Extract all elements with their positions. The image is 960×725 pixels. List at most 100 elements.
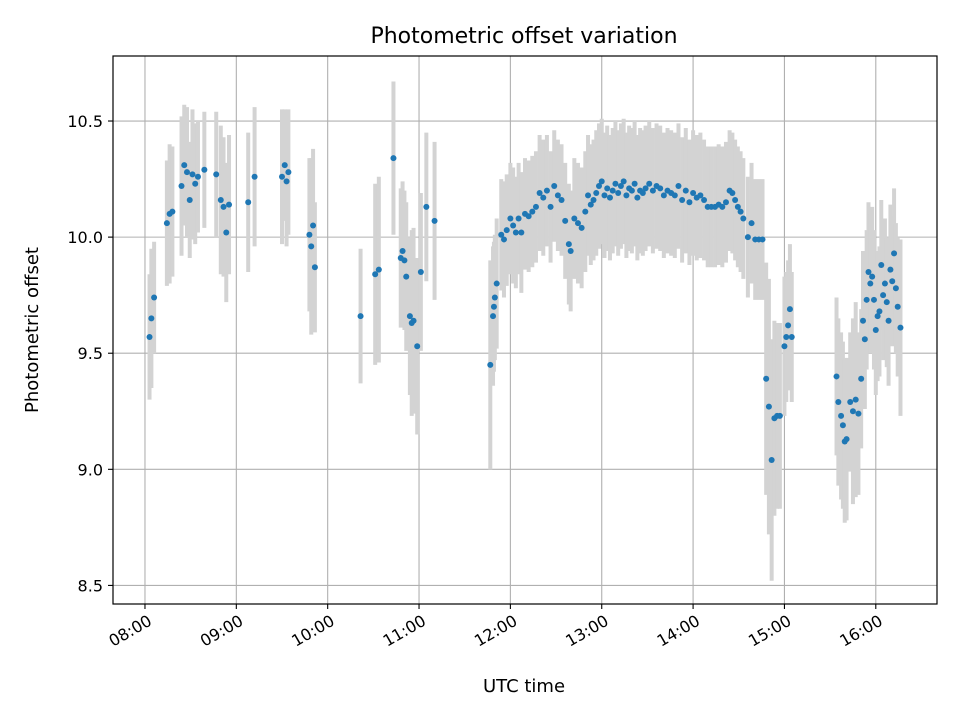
data-point [628, 187, 635, 194]
data-point [763, 375, 770, 382]
data-point [251, 173, 258, 180]
data-point [697, 192, 704, 199]
data-point [536, 190, 543, 196]
data-point [892, 285, 899, 292]
data-point [357, 313, 364, 320]
data-point [675, 183, 682, 190]
data-point [163, 220, 170, 227]
data-point [719, 203, 726, 210]
data-point [285, 169, 292, 176]
data-point [606, 194, 613, 201]
data-point [518, 229, 525, 236]
data-point [423, 203, 430, 210]
data-point [192, 180, 199, 187]
data-point [737, 208, 744, 215]
data-point [306, 231, 313, 238]
data-point [181, 162, 188, 169]
data-point [487, 361, 494, 368]
data-point [861, 336, 868, 343]
data-point [558, 196, 565, 203]
data-point [642, 185, 649, 192]
data-point [744, 234, 751, 241]
data-point [532, 203, 539, 210]
data-point [860, 317, 867, 324]
data-point [507, 215, 514, 222]
data-point [852, 396, 859, 403]
data-point [748, 220, 755, 227]
data-point [847, 398, 854, 405]
data-point [543, 187, 550, 194]
data-point [554, 192, 561, 199]
data-point [540, 194, 547, 201]
data-point [889, 278, 896, 285]
data-point [491, 294, 498, 301]
data-point [493, 280, 500, 287]
data-point [281, 162, 288, 169]
data-point [894, 303, 901, 310]
data-point [217, 196, 224, 203]
data-point [759, 236, 766, 243]
data-point [833, 373, 840, 380]
data-point [529, 208, 536, 215]
data-point [634, 194, 641, 201]
data-point [582, 208, 589, 215]
data-point [220, 203, 227, 210]
data-point [401, 257, 408, 264]
data-point [390, 155, 397, 162]
data-point [679, 196, 686, 203]
data-point [595, 183, 602, 190]
data-point [194, 173, 201, 180]
data-point [690, 190, 697, 196]
chart-title: Photometric offset variation [370, 24, 677, 49]
data-point [500, 236, 507, 243]
data-point [146, 333, 153, 340]
data-point [682, 187, 689, 194]
data-point [855, 410, 862, 417]
data-point [734, 203, 741, 210]
data-point [512, 229, 519, 236]
data-point [414, 343, 421, 350]
data-point [615, 190, 622, 196]
x-axis-label: UTC time [483, 676, 565, 697]
data-point [562, 217, 569, 224]
data-point [788, 333, 795, 340]
data-point [590, 196, 597, 203]
data-point [867, 280, 874, 287]
data-point [551, 183, 558, 190]
data-point [878, 261, 885, 268]
data-point [732, 196, 739, 203]
data-point [849, 408, 856, 415]
data-point [869, 273, 876, 280]
data-point [490, 303, 497, 310]
data-point [865, 268, 872, 275]
plot-frame [112, 55, 938, 605]
data-point [722, 199, 729, 206]
data-point [657, 185, 664, 192]
data-point [776, 412, 783, 419]
data-point [604, 185, 611, 192]
data-point [183, 169, 190, 176]
data-point [189, 171, 196, 178]
data-point [186, 196, 193, 203]
data-point [571, 215, 578, 222]
data-point [308, 243, 315, 250]
data-point [785, 322, 792, 329]
data-point [410, 317, 417, 324]
data-point [649, 187, 656, 194]
y-tick-label: 10.5 [67, 112, 103, 131]
y-axis: 8.5 9.0 9.5 10.0 10.5 [67, 112, 113, 595]
data-point [245, 199, 252, 206]
data-point [768, 457, 775, 464]
data-point [283, 178, 290, 185]
data-point [609, 187, 616, 194]
data-point [525, 213, 532, 220]
data-point [490, 313, 497, 320]
data-point [786, 306, 793, 313]
data-point [226, 201, 233, 208]
data-point [874, 313, 881, 320]
data-point [783, 333, 790, 340]
data-point [578, 224, 585, 231]
data-point [686, 199, 693, 206]
y-tick-label: 9.0 [78, 460, 103, 479]
